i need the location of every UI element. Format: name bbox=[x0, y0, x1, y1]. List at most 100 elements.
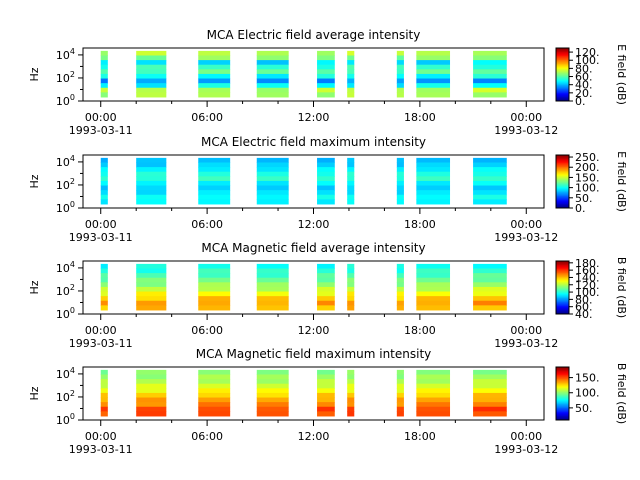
spectrum-band bbox=[198, 383, 231, 389]
colorbar-step bbox=[556, 161, 569, 164]
colorbar-step bbox=[556, 284, 569, 287]
x-tick-label: 00:00 bbox=[85, 111, 117, 124]
spectrum-band bbox=[136, 60, 167, 66]
spectrum-band bbox=[100, 190, 108, 196]
colorbar-step bbox=[556, 386, 569, 389]
colorbar-step bbox=[556, 367, 569, 369]
spectrum-band bbox=[416, 369, 451, 375]
spectrum-band bbox=[347, 383, 355, 389]
colorbar-tick-label: 60. bbox=[575, 71, 593, 84]
colorbar-step bbox=[556, 283, 569, 286]
colorbar-step bbox=[556, 377, 569, 380]
x-date-label: 1993-03-12 bbox=[494, 443, 558, 456]
colorbar-step bbox=[556, 288, 569, 291]
colorbar-tick-label: 50. bbox=[575, 402, 593, 415]
colorbar-step bbox=[556, 384, 569, 386]
spectrum-band bbox=[473, 402, 507, 408]
spectrum-band bbox=[136, 194, 167, 200]
spectrum-band bbox=[473, 277, 507, 283]
spectrum-band bbox=[317, 83, 335, 89]
spectrum-band bbox=[100, 374, 108, 380]
spectrum-band bbox=[347, 300, 355, 306]
data-segment bbox=[317, 157, 335, 205]
colorbar-step bbox=[556, 303, 569, 306]
spectrum-band bbox=[317, 87, 335, 93]
colorbar-step bbox=[556, 61, 569, 63]
spectrum-band bbox=[100, 296, 108, 302]
data-segment bbox=[473, 369, 507, 417]
spectrum-band bbox=[347, 291, 355, 297]
spectrum-band bbox=[473, 406, 507, 412]
colorbar-step bbox=[556, 70, 569, 73]
spectrum-band bbox=[347, 69, 355, 75]
colorbar-step bbox=[556, 188, 569, 190]
spectrum-band bbox=[396, 167, 404, 173]
x-tick-label: 18:00 bbox=[404, 324, 436, 337]
colorbar-tick-label: 180. bbox=[575, 257, 600, 270]
spectrum-band bbox=[256, 296, 289, 302]
spectrum-band bbox=[416, 388, 451, 394]
spectrum-band bbox=[396, 55, 404, 61]
colorbar-frame bbox=[555, 260, 570, 315]
spectrum-band bbox=[473, 369, 507, 375]
spectrum-band bbox=[347, 374, 355, 380]
colorbar-step bbox=[556, 417, 569, 420]
spectrum-band bbox=[317, 406, 335, 412]
colorbar-step bbox=[556, 164, 569, 166]
spectrum-band bbox=[198, 87, 231, 93]
colorbar-step bbox=[556, 414, 569, 417]
spectrum-band bbox=[416, 185, 451, 191]
colorbar-tick-label: 80. bbox=[575, 62, 593, 75]
spectrum-band bbox=[473, 69, 507, 75]
data-segment bbox=[136, 50, 167, 98]
spectrum-band bbox=[347, 167, 355, 173]
spectrum-band bbox=[396, 92, 404, 98]
spectrum-band bbox=[416, 199, 451, 205]
colorbar-step bbox=[556, 308, 569, 311]
spectrum-band bbox=[100, 383, 108, 389]
spectrum-band bbox=[136, 83, 167, 89]
colorbar-step bbox=[556, 380, 569, 382]
spectrum-band bbox=[256, 157, 289, 163]
spectrum-band bbox=[136, 369, 167, 375]
spectrum-band bbox=[100, 73, 108, 80]
spectrum-band bbox=[396, 83, 404, 89]
spectrum-band bbox=[100, 50, 108, 56]
data-segment bbox=[347, 50, 355, 98]
colorbar-tick-label: 250. bbox=[575, 151, 600, 164]
spectrum-band bbox=[256, 374, 289, 380]
spectrum-band bbox=[473, 55, 507, 61]
spectrum-band bbox=[347, 73, 355, 80]
spectrum-band bbox=[100, 55, 108, 61]
colorbar-step bbox=[556, 86, 569, 89]
spectrum-band bbox=[347, 388, 355, 394]
spectrum-band bbox=[416, 273, 451, 279]
colorbar-step bbox=[556, 388, 569, 390]
spectrum-band bbox=[256, 69, 289, 75]
spectrum-band bbox=[317, 273, 335, 279]
colorbar-step bbox=[556, 87, 569, 90]
colorbar-tick-label: 0. bbox=[575, 95, 586, 108]
colorbar-step bbox=[556, 413, 569, 416]
colorbar-step bbox=[556, 85, 569, 87]
spectrum-band bbox=[396, 374, 404, 380]
y-axis-label: Hz bbox=[28, 174, 41, 188]
spectrum-band bbox=[317, 50, 335, 56]
data-segment bbox=[473, 157, 507, 205]
spectrum-band bbox=[198, 300, 231, 306]
colorbar-step bbox=[556, 268, 569, 271]
panel-2: MCA Electric field maximum intensity 00:0… bbox=[28, 135, 628, 244]
colorbar-step bbox=[556, 401, 569, 404]
colorbar-step bbox=[556, 400, 569, 402]
spectrum-band bbox=[256, 397, 289, 403]
spectrum-band bbox=[347, 50, 355, 56]
spectrum-band bbox=[416, 73, 451, 80]
spectrum-band bbox=[136, 64, 167, 70]
colorbar-step bbox=[556, 91, 569, 94]
spectrum-band bbox=[100, 83, 108, 89]
data-segment bbox=[347, 369, 355, 417]
spectrum-band bbox=[256, 411, 289, 417]
spectrum-band bbox=[317, 392, 335, 399]
colorbar-frame bbox=[555, 47, 570, 102]
spectrum-band bbox=[317, 60, 335, 66]
